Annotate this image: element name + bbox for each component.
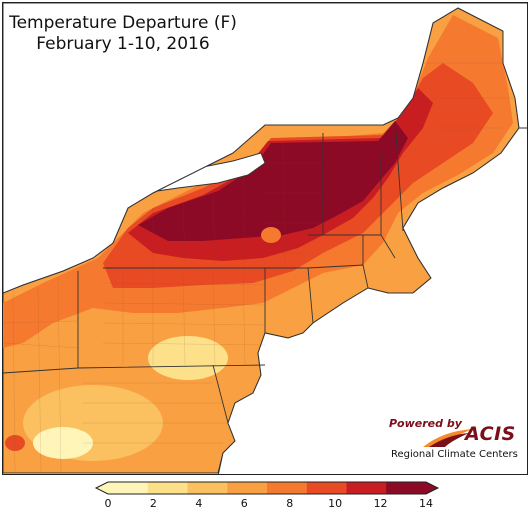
region-14-plus [138, 121, 408, 241]
legend-tick-label: 12 [373, 497, 388, 510]
warm-spot-sw [5, 435, 25, 451]
region-0-2 [33, 427, 93, 459]
legend-colorbar [94, 481, 440, 495]
rcc-label: Regional Climate Centers [391, 449, 518, 460]
legend-tick-label: 2 [149, 497, 157, 510]
legend-tick-label: 6 [240, 497, 248, 510]
legend-tick-label: 14 [419, 497, 433, 510]
county-lines [3, 62, 513, 474]
canada-region [3, 3, 527, 294]
legend-swatch [187, 482, 228, 494]
acis-brand: ACIS [465, 423, 516, 445]
legend-swatch [267, 482, 308, 494]
legend-tick-label: 10 [328, 497, 343, 510]
acis-swoosh-icon [423, 429, 473, 447]
state-borders [3, 120, 404, 424]
legend-max-arrow [426, 482, 438, 494]
color-legend: 0 2 4 6 8 10 12 14 [94, 480, 440, 510]
legend-outline [94, 481, 440, 495]
legend-swatch [346, 482, 387, 494]
powered-by-label: Powered by [389, 417, 462, 430]
legend-swatch [147, 482, 188, 494]
legend-swatch [227, 482, 268, 494]
legend-tick-label: 4 [195, 497, 203, 510]
temperature-departure-map [3, 3, 527, 474]
legend-swatch [306, 482, 347, 494]
warm-spot [261, 227, 281, 243]
legend-tick-label: 8 [286, 497, 294, 510]
region-2-4 [148, 336, 228, 380]
map-frame: Temperature Departure (F) February 1-10,… [2, 2, 528, 475]
legend-swatch [386, 482, 427, 494]
legend-tick-label: 0 [104, 497, 112, 510]
map-title: Temperature Departure (F) February 1-10,… [3, 13, 243, 55]
legend-swatch [108, 482, 149, 494]
title-line-1: Temperature Departure (F) [9, 13, 237, 33]
acis-logo: Powered by ACIS Regional Climate Centers [383, 413, 523, 465]
title-line-2: February 1-10, 2016 [36, 34, 210, 54]
legend-min-arrow [96, 482, 108, 494]
